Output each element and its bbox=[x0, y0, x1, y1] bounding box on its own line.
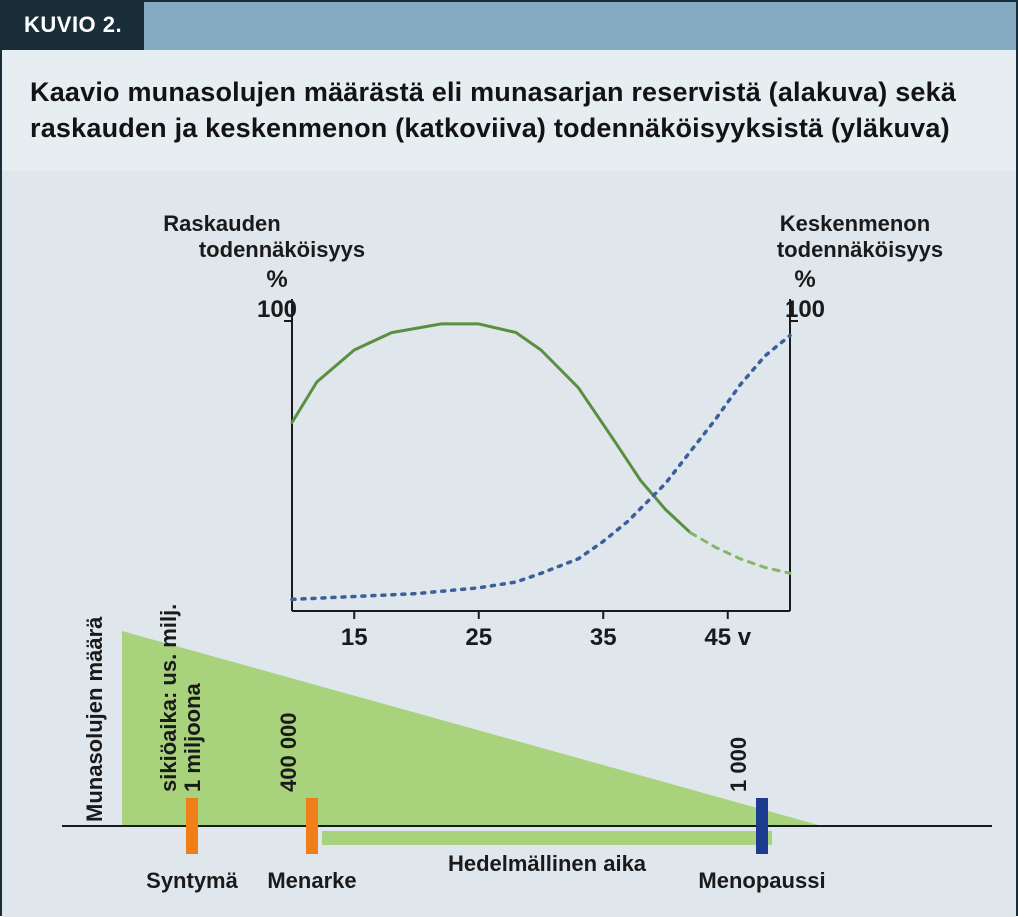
fertile-period-label: Hedelmällinen aika bbox=[448, 851, 647, 876]
pregnancy-line bbox=[292, 324, 690, 533]
figure-title: Kaavio munasolujen määrästä eli munasarj… bbox=[30, 74, 988, 147]
right-axis-label-2: todennäköisyys bbox=[777, 237, 943, 262]
x-tick-label: 25 bbox=[465, 624, 492, 651]
left-axis-label-1: Raskauden bbox=[163, 211, 280, 236]
marker-label: Syntymä bbox=[146, 868, 238, 893]
x-tick-label: 35 bbox=[590, 624, 617, 651]
left-axis-unit: % bbox=[266, 266, 287, 293]
figure-container: KUVIO 2. Kaavio munasolujen määrästä eli… bbox=[0, 0, 1018, 916]
timeline-marker bbox=[306, 798, 318, 854]
marker-label: Menopaussi bbox=[698, 868, 825, 893]
title-line-1: Kaavio munasolujen määrästä eli munasarj… bbox=[30, 77, 956, 107]
x-tick-label: 45 v bbox=[704, 624, 751, 651]
fertile-period-bar bbox=[322, 831, 772, 845]
pregnancy-line-dash bbox=[690, 533, 790, 574]
chart-svg: Raskaudentodennäköisyys%100Keskenmenonto… bbox=[2, 171, 1016, 917]
header-bar bbox=[144, 2, 1016, 50]
header-row: KUVIO 2. bbox=[2, 2, 1016, 50]
x-tick-label: 15 bbox=[341, 624, 368, 651]
chart-area: Raskaudentodennäköisyys%100Keskenmenonto… bbox=[2, 171, 1016, 917]
right-axis-unit: % bbox=[794, 266, 815, 293]
marker-value: 1 000 bbox=[726, 737, 751, 792]
marker-value: 400 000 bbox=[276, 712, 301, 792]
timeline-marker bbox=[756, 798, 768, 854]
title-block: Kaavio munasolujen määrästä eli munasarj… bbox=[2, 50, 1016, 171]
right-axis-label-1: Keskenmenon bbox=[780, 211, 930, 236]
egg-count-y-label: Munasolujen määrä bbox=[82, 616, 107, 822]
marker-value-2: 1 miljoona bbox=[180, 682, 205, 792]
miscarriage-line bbox=[292, 335, 790, 599]
figure-number-tab: KUVIO 2. bbox=[2, 2, 144, 50]
reserve-triangle bbox=[122, 631, 822, 826]
left-axis-label-2: todennäköisyys bbox=[199, 237, 365, 262]
marker-label: Menarke bbox=[267, 868, 356, 893]
title-line-2: raskauden ja keskenmenon (katkoviiva) to… bbox=[30, 113, 950, 143]
marker-value: sikiöaika: us. milj. bbox=[156, 604, 181, 792]
timeline-marker bbox=[186, 798, 198, 854]
